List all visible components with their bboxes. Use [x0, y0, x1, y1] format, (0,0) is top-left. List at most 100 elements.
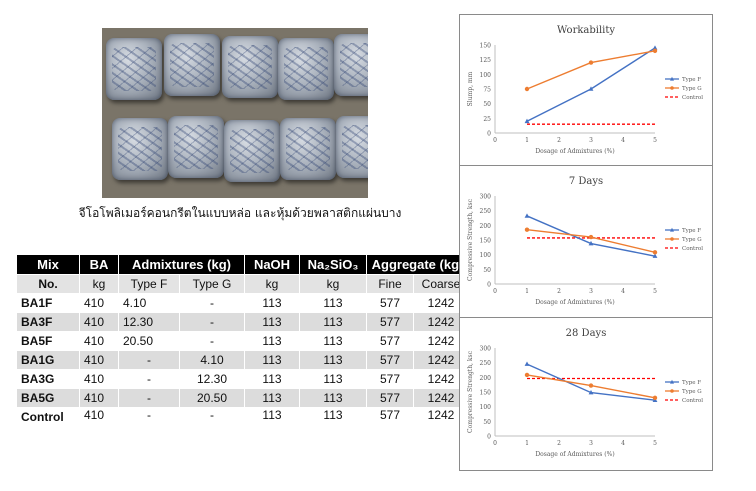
cell-naoh: 113	[244, 350, 300, 370]
data-point-type-g	[588, 234, 594, 240]
cell-ba: 410	[79, 350, 119, 370]
geopolymer-concrete-photo	[102, 28, 368, 198]
data-point-type-f	[524, 213, 530, 218]
subheader-unit: kg	[299, 274, 367, 294]
cell-na2sio3: 113	[299, 312, 367, 332]
photo-cube	[222, 36, 278, 98]
data-point-type-g	[524, 372, 530, 378]
cell-ba: 410	[79, 331, 119, 351]
cell-ba: 410	[79, 293, 119, 313]
table-subheader-row: No. kg Type F Type G kg kg Fine Coarse	[16, 274, 469, 294]
chart-workability: Workability 0 25 50 75 100 125 150 0 1 2 3 4 5 Dosage …	[459, 14, 713, 166]
legend-label: Control	[682, 398, 703, 404]
y-tick-label: 200	[480, 375, 492, 382]
header-mix: Mix	[16, 254, 80, 275]
subheader-no: No.	[16, 274, 80, 294]
subheader-coarse: Coarse	[413, 274, 469, 294]
cell-ba: 410	[79, 369, 119, 389]
x-tick-label: 3	[589, 288, 593, 295]
legend-marker-type-g	[670, 389, 674, 393]
data-point-type-g	[524, 227, 530, 232]
cell-type-g: -	[179, 293, 245, 313]
y-tick-label: 50	[483, 101, 491, 108]
table-header-row: Mix BA Admixtures (kg) NaOH Na₂SiO₃ Aggr…	[16, 254, 469, 275]
y-tick-label: 125	[480, 57, 492, 64]
cell-naoh: 113	[244, 369, 300, 389]
y-tick-label: 200	[480, 223, 492, 230]
cell-naoh: 113	[244, 293, 300, 313]
y-tick-label: 100	[480, 404, 492, 411]
legend-marker-type-f	[670, 379, 674, 384]
cell-ba: 410	[79, 388, 119, 408]
y-tick-label: 50	[483, 419, 491, 426]
cell-fine: 577	[366, 293, 414, 313]
cell-type-g: -	[179, 331, 245, 351]
x-tick-label: 0	[493, 440, 497, 447]
cell-fine: 577	[366, 350, 414, 370]
x-tick-label: 3	[589, 137, 593, 144]
cell-type-g: -	[179, 312, 245, 332]
data-point-type-g	[652, 250, 658, 255]
table-row: BA5F 410 20.50 - 113 113 577 1242	[16, 331, 469, 351]
cell-type-g: 12.30	[179, 369, 245, 389]
mix-id: Control	[16, 407, 80, 444]
legend-label: Type G	[682, 389, 702, 395]
header-naoh: NaOH	[244, 254, 300, 275]
photo-cube	[106, 38, 162, 100]
y-tick-label: 250	[480, 208, 492, 215]
cell-naoh: 113	[244, 407, 300, 444]
y-tick-label: 150	[480, 390, 492, 397]
mix-id: BA3G	[16, 369, 80, 389]
data-point-type-f	[524, 118, 530, 124]
cell-naoh: 113	[244, 388, 300, 408]
table-row: Control 410 - - 113 113 577 1242	[16, 407, 469, 444]
cell-naoh: 113	[244, 312, 300, 332]
y-tick-label: 300	[480, 346, 492, 353]
y-tick-label: 25	[483, 116, 491, 123]
cell-type-f: 4.10	[118, 293, 180, 313]
cell-type-g: 20.50	[179, 388, 245, 408]
photo-cube	[112, 118, 168, 180]
photo-cube	[224, 120, 280, 182]
legend-marker-type-g	[670, 237, 674, 241]
x-tick-label: 0	[493, 137, 497, 144]
cell-fine: 577	[366, 331, 414, 351]
subheader-unit: kg	[244, 274, 300, 294]
photo-cube	[336, 116, 368, 178]
table-row: BA3F 410 12.30 - 113 113 577 1242	[16, 312, 469, 332]
legend-marker-type-f	[670, 227, 674, 232]
mix-id: BA1G	[16, 350, 80, 370]
legend-marker-type-f	[670, 76, 674, 81]
chart-28-days: 28 Days 0 50 100 150 200 250 300 0 1 2 3 4 5 Dosage of…	[459, 317, 713, 471]
y-axis-label: Compressive Strength, ksc	[467, 198, 474, 281]
header-admixtures: Admixtures (kg)	[118, 254, 245, 275]
y-axis-label: Compressive Strength, ksc	[467, 350, 474, 433]
cell-na2sio3: 113	[299, 369, 367, 389]
data-point-type-g	[524, 86, 530, 92]
cell-na2sio3: 113	[299, 350, 367, 370]
cell-type-g: 4.10	[179, 350, 245, 370]
legend-label: Type F	[682, 380, 701, 386]
cell-type-f: -	[118, 407, 180, 444]
chart-title: Workability	[557, 25, 615, 36]
photo-cube	[168, 116, 224, 178]
photo-cube	[280, 118, 336, 180]
legend-label: Type G	[682, 237, 702, 243]
x-tick-label: 3	[589, 440, 593, 447]
data-point-type-f	[588, 389, 594, 395]
x-tick-label: 5	[653, 440, 657, 447]
legend-label: Type F	[682, 77, 701, 83]
data-point-type-f	[588, 86, 594, 91]
x-axis-label: Dosage of Admixtures (%)	[535, 451, 614, 458]
y-tick-label: 0	[487, 282, 491, 289]
x-tick-label: 4	[621, 288, 625, 295]
data-point-type-f	[588, 240, 594, 246]
x-tick-label: 2	[557, 440, 561, 447]
table-row: BA1G 410 - 4.10 113 113 577 1242	[16, 350, 469, 370]
series-line-type-f	[526, 47, 656, 122]
y-tick-label: 150	[480, 238, 492, 245]
photo-cube	[278, 38, 334, 100]
photo-cube-row-bottom	[102, 114, 368, 194]
header-na2sio3: Na₂SiO₃	[299, 254, 367, 275]
x-tick-label: 1	[525, 440, 529, 447]
